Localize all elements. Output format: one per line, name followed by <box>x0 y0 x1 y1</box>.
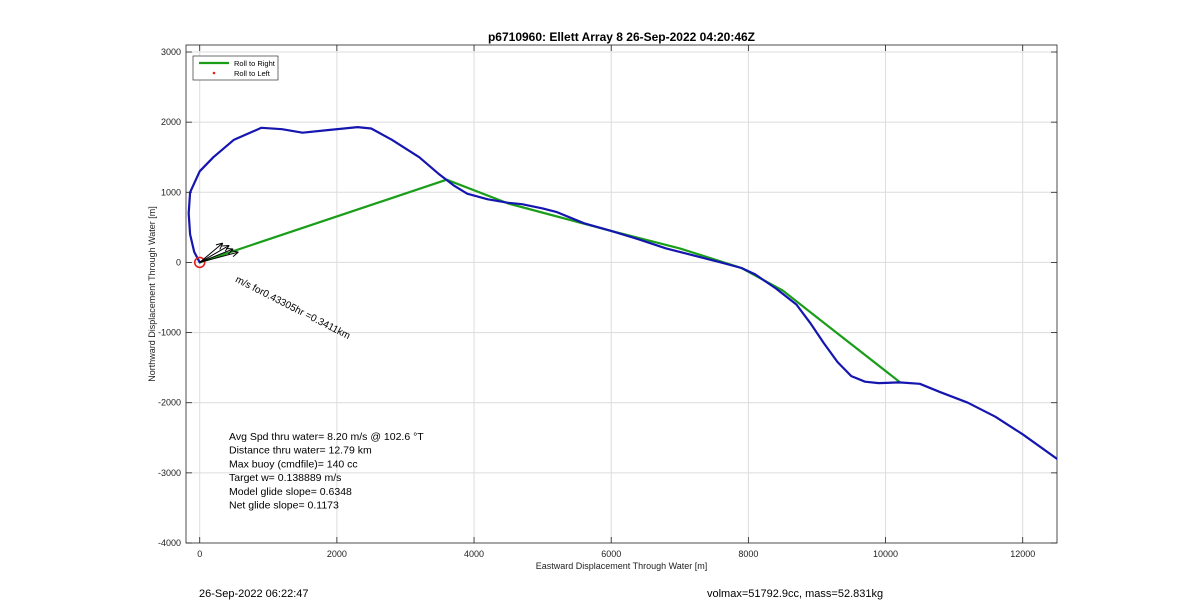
current-arrow <box>199 251 239 263</box>
current-arrow <box>199 242 224 263</box>
stats-line: Max buoy (cmdfile)= 140 cc <box>229 458 358 470</box>
footer-timestamp: 26-Sep-2022 06:22:47 <box>199 588 309 600</box>
stats-line: Net glide slope= 0.1173 <box>229 500 339 512</box>
x-tick-label: 12000 <box>1010 549 1035 559</box>
current-arrow-head <box>215 242 223 246</box>
y-tick-label: 2000 <box>161 117 181 127</box>
series-line-roll-to-right <box>198 178 901 383</box>
current-arrow-head <box>219 242 224 250</box>
legend-box <box>192 55 279 81</box>
axes-box <box>185 44 1058 544</box>
y-tick-label: -2000 <box>158 398 181 408</box>
chart-title: p6710960: Ellett Array 8 26-Sep-2022 04:… <box>488 30 755 44</box>
y-axis-label: Northward Displacement Through Water [m] <box>147 206 157 382</box>
y-tick-label: 0 <box>176 257 181 267</box>
current-arrow-head <box>232 251 239 258</box>
stats-line: Distance thru water= 12.79 km <box>229 445 372 457</box>
x-tick-label: 10000 <box>873 549 898 559</box>
legend-label-roll-right: Roll to Right <box>234 59 276 68</box>
x-tick-label: 2000 <box>327 549 347 559</box>
footer-vehicle-info: volmax=51792.9cc, mass=52.831kg <box>707 588 884 600</box>
plot-area <box>186 45 1057 543</box>
stats-line: Model glide slope= 0.6348 <box>229 486 352 498</box>
y-tick-label: -3000 <box>158 468 181 478</box>
legend-label-roll-left: Roll to Left <box>234 69 271 78</box>
x-axis-label: Eastward Displacement Through Water [m] <box>536 561 708 571</box>
stats-line: Avg Spd thru water= 8.20 m/s @ 102.6 °T <box>229 431 424 443</box>
x-tick-label: 8000 <box>738 549 758 559</box>
y-tick-label: -1000 <box>158 328 181 338</box>
x-tick-label: 4000 <box>464 549 484 559</box>
y-tick-label: 3000 <box>161 47 181 57</box>
legend-swatch-roll-left <box>212 71 216 75</box>
x-tick-label: 0 <box>197 549 202 559</box>
y-tick-label: 1000 <box>161 187 181 197</box>
current-arrow <box>199 248 234 263</box>
current-arrow-head <box>222 244 230 247</box>
y-tick-label: -4000 <box>158 538 181 548</box>
series-line-trajectory <box>187 125 1057 460</box>
start-marker <box>193 256 206 269</box>
current-arrow <box>199 245 230 263</box>
current-arrow-head <box>231 250 239 253</box>
current-arrow-head <box>228 248 234 255</box>
stats-line: Target w= 0.138889 m/s <box>229 472 341 484</box>
data-group <box>187 125 1057 460</box>
x-tick-label: 6000 <box>601 549 621 559</box>
